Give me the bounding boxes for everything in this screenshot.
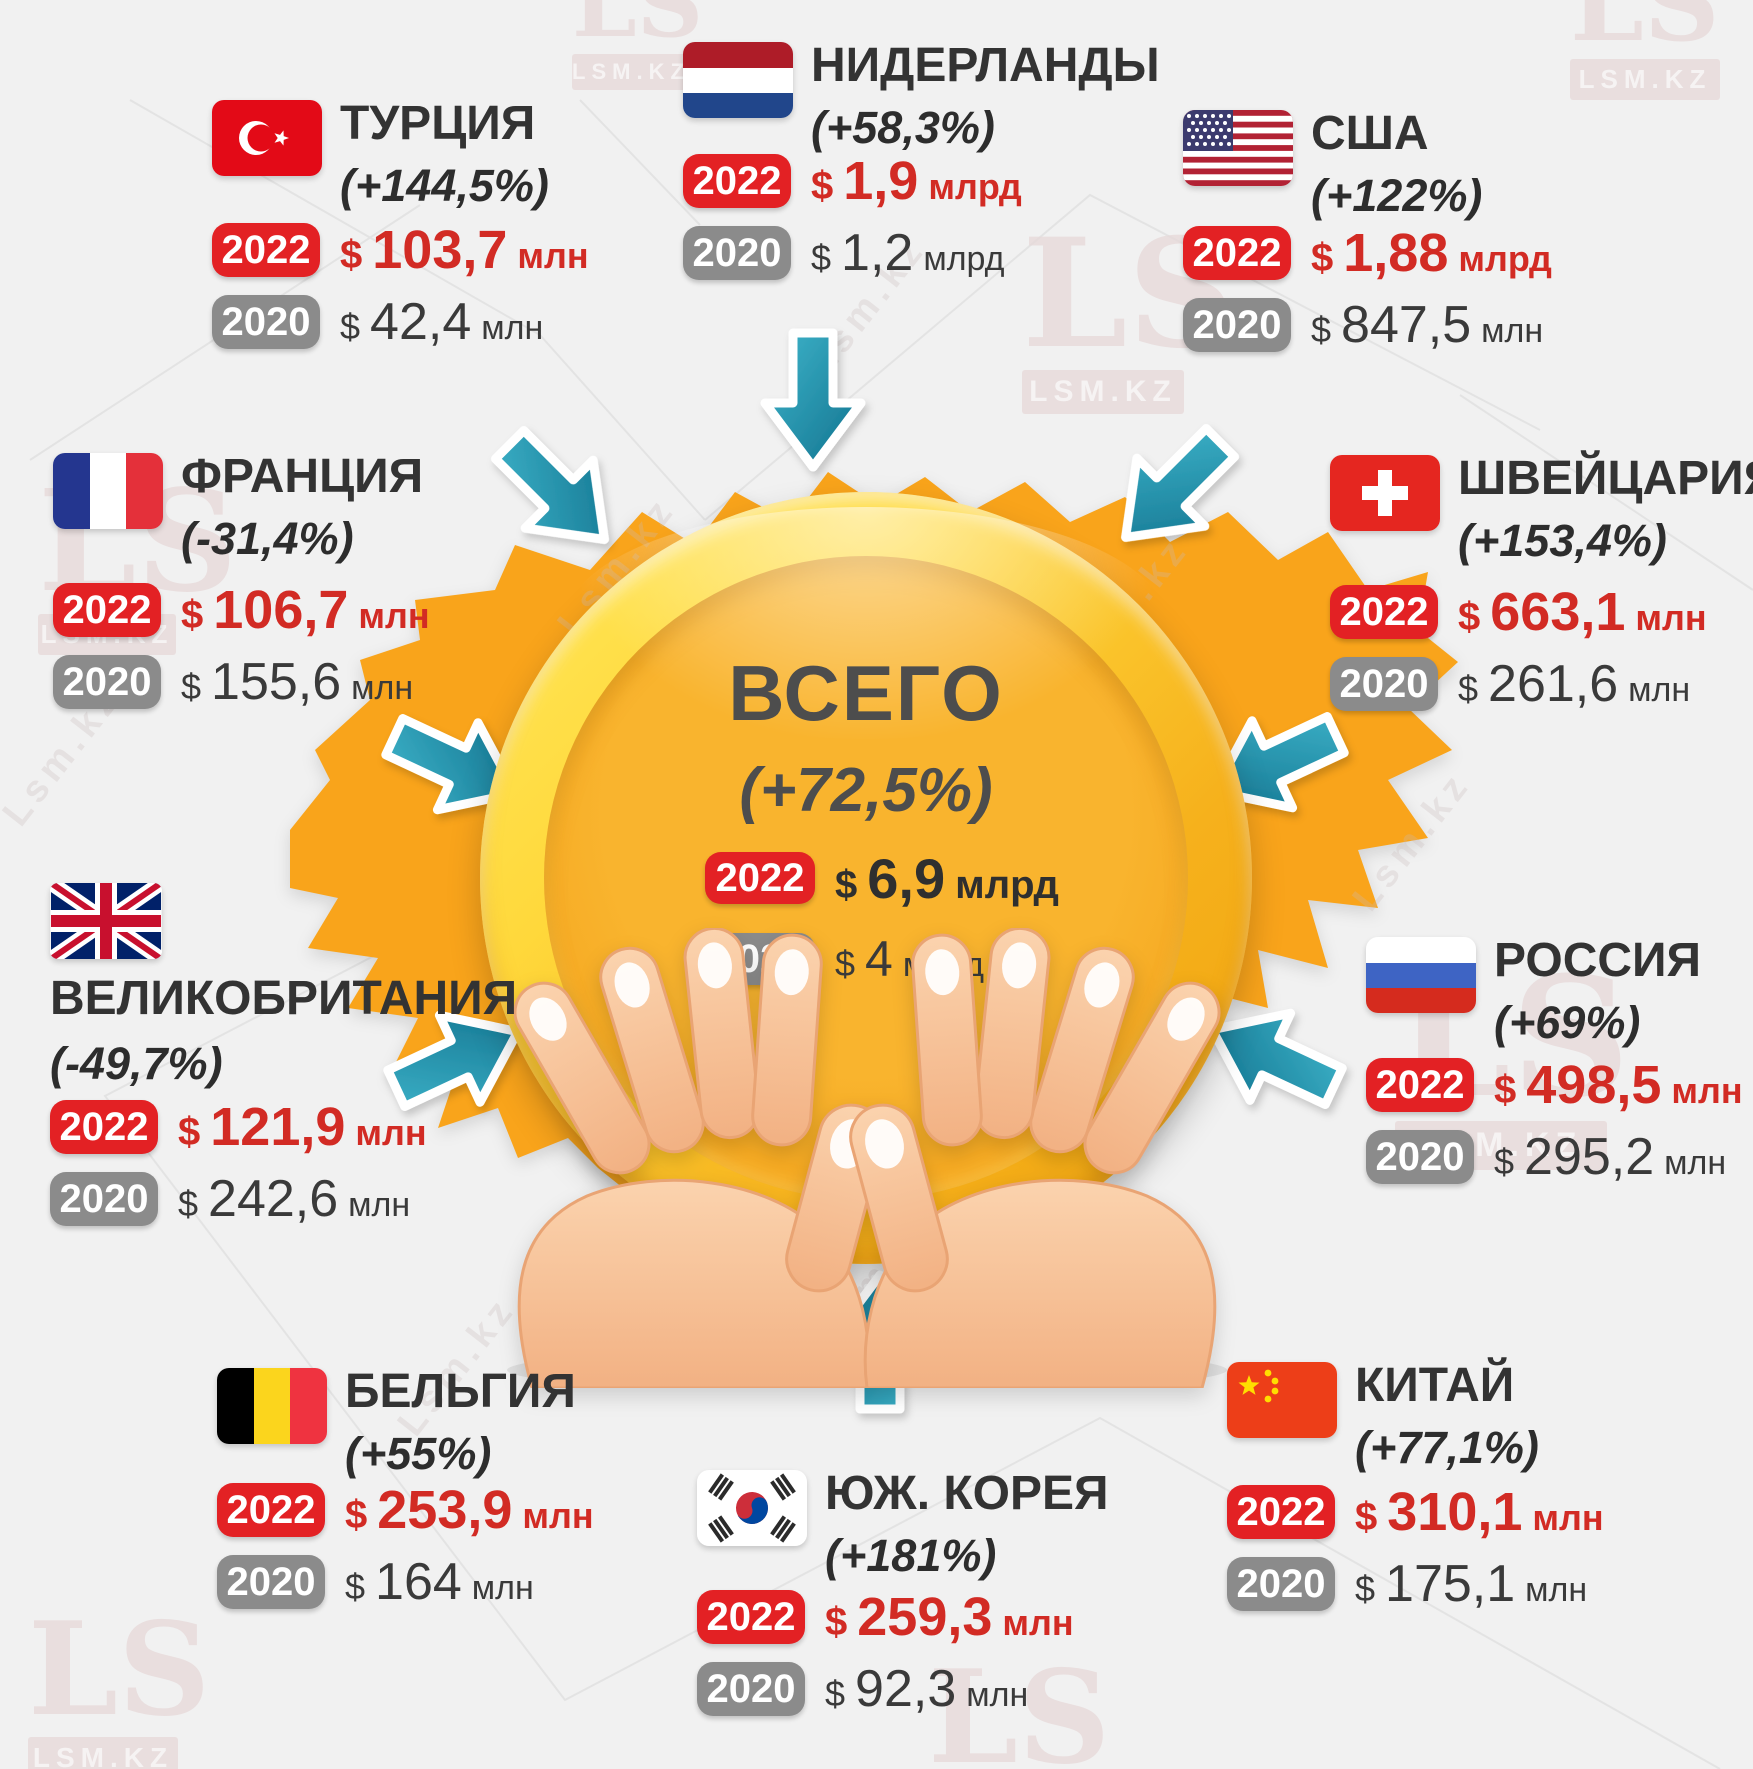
value-2020: $847,5 млн — [1311, 296, 1544, 354]
value-2022: $663,1 млн — [1458, 582, 1707, 642]
year-badge-2020: 2020 — [53, 655, 161, 709]
year-badge-2020: 2020 — [683, 226, 791, 280]
france-flag-icon — [53, 453, 163, 529]
country-block-russia: РОССИЯ (+69%) 2022 $498,5 млн 2020 $295,2… — [1366, 934, 1743, 1186]
year-badge-2020: 2020 — [212, 295, 320, 349]
year-badge-2020: 2020 — [1366, 1130, 1474, 1184]
year-badge-2020: 2020 — [1183, 298, 1291, 352]
year-badge-2020: 2020 — [50, 1172, 158, 1226]
year-badge-2022: 2022 — [50, 1100, 158, 1154]
country-percent: (+122%) — [1311, 169, 1483, 221]
country-name: ВЕЛИКОБРИТАНИЯ — [50, 972, 518, 1025]
country-percent: (+144,5%) — [340, 159, 549, 211]
year-badge-2020: 2020 — [697, 1662, 805, 1716]
country-name: ТУРЦИЯ — [340, 97, 536, 150]
country-name: ШВЕЙЦАРИЯ — [1458, 452, 1753, 505]
arrow-icon — [765, 333, 861, 467]
year-badge-2020: 2020 — [217, 1555, 325, 1609]
value-2020: $261,6 млн — [1458, 655, 1691, 713]
value-2020: $175,1 млн — [1355, 1555, 1588, 1613]
value-2022: $106,7 млн — [181, 580, 430, 640]
year-badge-2022: 2022 — [212, 223, 320, 277]
value-2020: $242,6 млн — [178, 1170, 411, 1228]
country-percent: (+77,1%) — [1355, 1421, 1539, 1473]
value-2022: $498,5 млн — [1494, 1055, 1743, 1115]
country-name: ЮЖ. КОРЕЯ — [825, 1467, 1109, 1520]
country-name: КИТАЙ — [1355, 1359, 1515, 1412]
country-percent: (-49,7%) — [50, 1037, 223, 1089]
value-2022: $103,7 млн — [340, 220, 589, 280]
total-percent: (+72,5%) — [739, 756, 993, 825]
country-block-usa: США (+122%) 2022 $1,88 млрд 2020 $847,5 мл… — [1183, 107, 1552, 354]
year-badge-2022: 2022 — [217, 1483, 325, 1537]
year-badge-2022: 2022 — [1330, 585, 1438, 639]
year-badge-2020: 2020 — [1330, 657, 1438, 711]
value-2022: $259,3 млн — [825, 1587, 1074, 1647]
country-percent: (+69%) — [1494, 996, 1641, 1048]
russia-flag-icon — [1366, 937, 1476, 1013]
year-badge-2022: 2022 — [1366, 1058, 1474, 1112]
uk-flag-icon — [50, 883, 162, 959]
country-name: РОССИЯ — [1494, 934, 1702, 987]
year-badge-2022: 2022 — [697, 1590, 805, 1644]
country-name: БЕЛЬГИЯ — [345, 1365, 576, 1418]
belgium-flag-icon — [217, 1368, 327, 1444]
country-name: США — [1311, 107, 1429, 160]
coin-shine — [564, 507, 1168, 740]
country-block-belgium: БЕЛЬГИЯ (+55%) 2022 $253,9 млн 2020 $164 м… — [217, 1365, 594, 1611]
arrow-icon — [476, 411, 639, 574]
china-flag-icon — [1227, 1362, 1337, 1438]
value-2020: $164 млн — [345, 1553, 534, 1611]
country-block-netherlands: НИДЕРЛАНДЫ (+58,3%) 2022 $1,9 млрд 2020 $… — [683, 39, 1160, 282]
turkey-flag-icon — [212, 100, 322, 176]
year-badge-2022: 2022 — [705, 852, 815, 904]
country-block-france: ФРАНЦИЯ (-31,4%) 2022 $106,7 млн 2020 $15… — [53, 450, 430, 711]
value-2022: $1,9 млрд — [811, 151, 1022, 211]
year-badge-2022: 2022 — [683, 154, 791, 208]
year-badge-2022: 2022 — [53, 583, 161, 637]
year-badge-2020: 2020 — [1227, 1557, 1335, 1611]
value-2022: $310,1 млн — [1355, 1482, 1604, 1542]
country-block-switzerland: ШВЕЙЦАРИЯ (+153,4%) 2022 $663,1 млн 2020 … — [1330, 452, 1753, 713]
value-2020: $1,2 млрд — [811, 224, 1005, 282]
value-2022: $1,88 млрд — [1311, 223, 1552, 283]
country-percent: (+58,3%) — [811, 101, 995, 153]
country-percent: (+153,4%) — [1458, 514, 1667, 566]
country-percent: (+55%) — [345, 1427, 492, 1479]
value-2020: $92,3 млн — [825, 1660, 1029, 1718]
netherlands-flag-icon — [683, 42, 793, 118]
arrow-icon — [1092, 409, 1255, 572]
total-2022-value: $6,9 млрд — [835, 846, 1059, 910]
country-block-uk: ВЕЛИКОБРИТАНИЯ (-49,7%) 2022 $121,9 млн 2… — [50, 883, 518, 1228]
country-percent: (+181%) — [825, 1529, 997, 1581]
country-name: НИДЕРЛАНДЫ — [811, 39, 1160, 92]
year-badge-2022: 2022 — [1183, 226, 1291, 280]
value-2022: $253,9 млн — [345, 1480, 594, 1540]
hands-holding-coin — [502, 928, 1232, 1388]
switzerland-flag-icon — [1330, 455, 1440, 531]
value-2020: $295,2 млн — [1494, 1128, 1727, 1186]
country-block-turkey: ТУРЦИЯ (+144,5%) 2022 $103,7 млн 2020 $42… — [212, 97, 589, 351]
country-block-korea: ЮЖ. КОРЕЯ (+181%) 2022 $259,3 млн 2020 $9… — [697, 1467, 1109, 1718]
usa-flag-icon — [1183, 110, 1293, 186]
year-badge-2022: 2022 — [1227, 1485, 1335, 1539]
value-2020: $155,6 млн — [181, 653, 414, 711]
value-2020: $42,4 млн — [340, 293, 544, 351]
country-name: ФРАНЦИЯ — [181, 450, 424, 503]
country-percent: (-31,4%) — [181, 512, 354, 564]
total-block: ВСЕГО (+72,5%) — [480, 648, 1252, 826]
value-2022: $121,9 млн — [178, 1097, 427, 1157]
total-title: ВСЕГО — [728, 649, 1004, 737]
country-block-china: КИТАЙ (+77,1%) 2022 $310,1 млн 2020 $175,… — [1227, 1359, 1604, 1613]
south-korea-flag-icon — [697, 1470, 807, 1546]
